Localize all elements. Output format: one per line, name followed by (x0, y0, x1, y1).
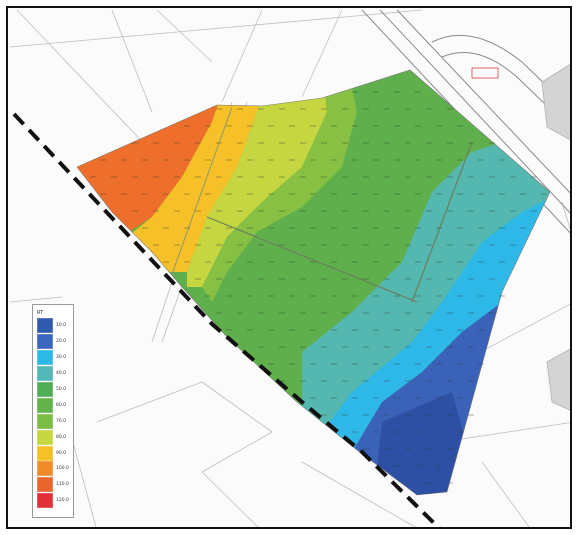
parcel-line (9, 9, 423, 48)
parcel-line (201, 381, 273, 433)
legend-swatch (37, 461, 53, 477)
building (541, 64, 570, 141)
legend-item: 120.0 (37, 493, 69, 509)
parcel-line (9, 296, 63, 303)
zone-band-teal (302, 122, 550, 432)
zone-street (411, 141, 473, 303)
legend-swatch (37, 382, 53, 397)
legend-label: 110.0 (56, 482, 69, 488)
map-frame: RT 10.0 20.0 30.0 40.0 50.0 60.0 70.0 80.0 90.0 1… (6, 6, 572, 529)
legend-label: 50.0 (56, 387, 67, 392)
parcel-line (441, 422, 570, 443)
parcel-line (111, 9, 153, 113)
road-edge (379, 9, 570, 214)
road-edge (396, 9, 570, 194)
zone-outline (76, 69, 551, 496)
parcel-line (561, 201, 570, 231)
road-curve (441, 52, 570, 129)
legend-item: 10.0 (37, 318, 69, 334)
legend-swatch (37, 397, 53, 413)
legend-label: 80.0 (56, 434, 67, 440)
legend-label: 10.0 (56, 323, 67, 329)
parcel-line (481, 461, 530, 527)
zone-band-yellow (127, 70, 272, 272)
legend-swatch (37, 445, 53, 461)
legend-swatch (37, 493, 53, 509)
parcel-line (156, 9, 213, 63)
legend-item: 110.0 (37, 477, 69, 493)
legend-swatch (37, 413, 53, 429)
zone-band-cyan (322, 192, 550, 452)
legend-swatch (37, 318, 53, 334)
sample-points (89, 91, 547, 484)
zone-band-light-green (202, 70, 357, 302)
legend-item: 20.0 (37, 334, 69, 350)
legend-swatch (37, 477, 53, 493)
legend-item: 40.0 (37, 366, 69, 382)
legend-swatch (37, 350, 53, 366)
legend-item: 70.0 (37, 413, 69, 429)
legend-label: 40.0 (56, 371, 67, 377)
parcel-line (221, 9, 263, 103)
zone-band-lime (187, 70, 327, 287)
zone-band-mid-green (212, 70, 550, 422)
parcel-line (201, 431, 273, 473)
contour-zone (77, 70, 550, 495)
legend-item: 80.0 (37, 429, 69, 445)
legend-label: 70.0 (56, 418, 67, 424)
legend-label: 100.0 (56, 466, 69, 472)
legend-swatch (37, 366, 53, 382)
legend-item: 100.0 (37, 461, 69, 477)
parcel-line (301, 461, 416, 527)
parcel-line (96, 381, 203, 423)
zone-street (161, 106, 233, 303)
legend-label: 90.0 (56, 450, 67, 456)
road-curve (431, 34, 570, 109)
buildings (541, 64, 570, 411)
building (546, 348, 570, 411)
legend-item: 30.0 (37, 350, 69, 366)
dashed-boundary-line (12, 112, 441, 527)
legend-swatch (37, 334, 53, 350)
map-canvas (9, 9, 570, 527)
legend-item: 60.0 (37, 397, 69, 413)
map-legend: RT 10.0 20.0 30.0 40.0 50.0 60.0 70.0 80.0 90.0 1… (32, 304, 74, 518)
parcel-line (301, 9, 343, 98)
road-marker (471, 67, 499, 79)
legend-label: 30.0 (56, 355, 67, 361)
zone-street (206, 216, 418, 303)
legend-item: 90.0 (37, 445, 69, 461)
legend-title: RT (37, 310, 44, 316)
legend-item: 50.0 (37, 382, 69, 398)
legend-label: 60.0 (56, 402, 67, 408)
parcel-line (201, 471, 259, 527)
parcel-line (16, 9, 153, 153)
legend-label: 20.0 (56, 339, 67, 345)
legend-items: 10.0 20.0 30.0 40.0 50.0 60.0 70.0 80.0 90.0 100.… (37, 318, 69, 509)
legend-label: 120.0 (56, 498, 69, 504)
legend-swatch (37, 429, 53, 445)
